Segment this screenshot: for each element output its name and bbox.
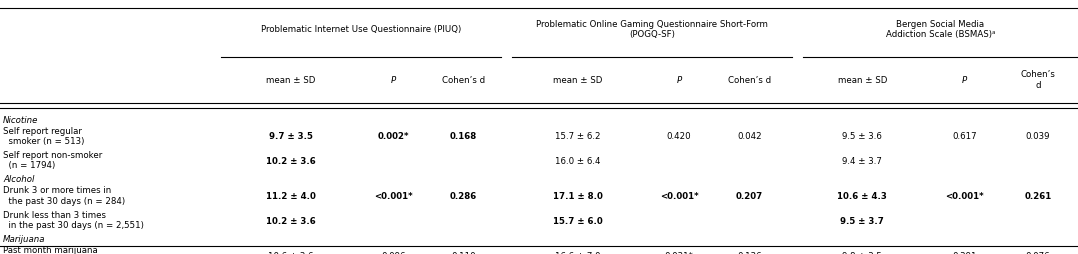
Text: mean ± SD: mean ± SD — [553, 75, 603, 85]
Text: 0.039: 0.039 — [1026, 132, 1050, 141]
Text: 0.286: 0.286 — [450, 192, 478, 201]
Text: <0.001*: <0.001* — [660, 192, 699, 201]
Text: <0.001*: <0.001* — [945, 192, 984, 201]
Text: 0.002*: 0.002* — [377, 132, 410, 141]
Text: P: P — [963, 75, 967, 85]
Text: Drunk 3 or more times in
  the past 30 days (n = 284): Drunk 3 or more times in the past 30 day… — [3, 186, 125, 206]
Text: 15.7 ± 6.2: 15.7 ± 6.2 — [555, 132, 600, 141]
Text: Nicotine: Nicotine — [3, 116, 39, 124]
Text: 10.2 ± 3.6: 10.2 ± 3.6 — [266, 157, 316, 166]
Text: 16.6 ± 7.0: 16.6 ± 7.0 — [555, 252, 600, 254]
Text: 10.2 ± 3.6: 10.2 ± 3.6 — [266, 217, 316, 226]
Text: 9.8 ± 3.5: 9.8 ± 3.5 — [843, 252, 882, 254]
Text: Problematic Internet Use Questionnaire (PIUQ): Problematic Internet Use Questionnaire (… — [261, 25, 461, 34]
Text: mean ± SD: mean ± SD — [838, 75, 887, 85]
Text: 9.5 ± 3.7: 9.5 ± 3.7 — [841, 217, 884, 226]
Text: 16.0 ± 6.4: 16.0 ± 6.4 — [555, 157, 600, 166]
Text: 9.4 ± 3.7: 9.4 ± 3.7 — [843, 157, 882, 166]
Text: Cohen’s d: Cohen’s d — [442, 75, 485, 85]
Text: 0.096: 0.096 — [382, 252, 405, 254]
Text: 10.6 ± 3.6: 10.6 ± 3.6 — [268, 252, 314, 254]
Text: 0.420: 0.420 — [667, 132, 691, 141]
Text: 17.1 ± 8.0: 17.1 ± 8.0 — [553, 192, 603, 201]
Text: 0.168: 0.168 — [450, 132, 478, 141]
Text: 0.207: 0.207 — [735, 192, 763, 201]
Text: 0.391: 0.391 — [953, 252, 977, 254]
Text: 10.6 ± 4.3: 10.6 ± 4.3 — [838, 192, 887, 201]
Text: Drunk less than 3 times
  in the past 30 days (n = 2,551): Drunk less than 3 times in the past 30 d… — [3, 211, 144, 230]
Text: 0.076: 0.076 — [1026, 252, 1050, 254]
Text: Cohen’s
d: Cohen’s d — [1021, 70, 1055, 90]
Text: 9.5 ± 3.6: 9.5 ± 3.6 — [843, 132, 882, 141]
Text: 0.617: 0.617 — [953, 132, 977, 141]
Text: Marijuana: Marijuana — [3, 235, 45, 244]
Text: Problematic Online Gaming Questionnaire Short-Form
(POGQ-SF): Problematic Online Gaming Questionnaire … — [536, 20, 769, 39]
Text: 0.110: 0.110 — [452, 252, 475, 254]
Text: Alcohol: Alcohol — [3, 176, 34, 184]
Text: 11.2 ± 4.0: 11.2 ± 4.0 — [266, 192, 316, 201]
Text: 0.136: 0.136 — [737, 252, 761, 254]
Text: 0.031*: 0.031* — [665, 252, 693, 254]
Text: 0.042: 0.042 — [737, 132, 761, 141]
Text: Self report non-smoker
  (n = 1794): Self report non-smoker (n = 1794) — [3, 151, 102, 170]
Text: Past month marijuana
  users (n = 257): Past month marijuana users (n = 257) — [3, 246, 98, 254]
Text: 9.7 ± 3.5: 9.7 ± 3.5 — [270, 132, 313, 141]
Text: 0.261: 0.261 — [1024, 192, 1052, 201]
Text: P: P — [391, 75, 396, 85]
Text: mean ± SD: mean ± SD — [266, 75, 316, 85]
Text: P: P — [677, 75, 681, 85]
Text: <0.001*: <0.001* — [374, 192, 413, 201]
Text: Self report regular
  smoker (n = 513): Self report regular smoker (n = 513) — [3, 126, 84, 146]
Text: Cohen’s d: Cohen’s d — [728, 75, 771, 85]
Text: 15.7 ± 6.0: 15.7 ± 6.0 — [553, 217, 603, 226]
Text: Bergen Social Media
Addiction Scale (BSMAS)ᵃ: Bergen Social Media Addiction Scale (BSM… — [886, 20, 995, 39]
